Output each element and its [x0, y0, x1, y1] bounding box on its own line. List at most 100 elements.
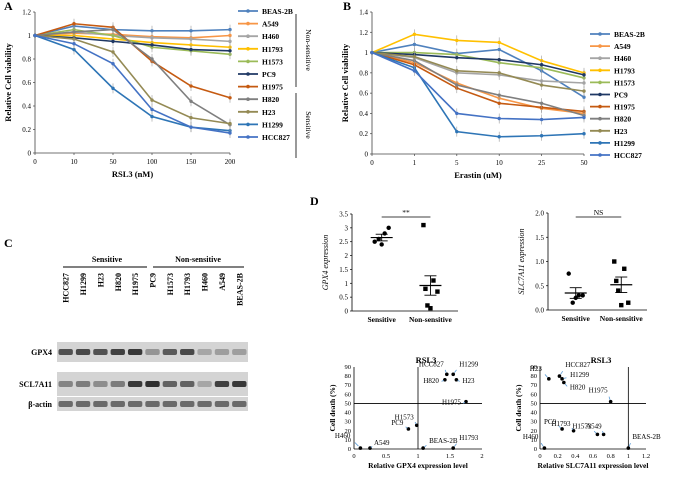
- y-tick-label: 0.6: [22, 79, 31, 87]
- data-point: [412, 42, 417, 47]
- series-line-beas-2b: [371, 43, 585, 98]
- x-tick-label: 150: [186, 158, 197, 166]
- data-point: [497, 57, 501, 62]
- data-point: [582, 89, 586, 93]
- point-label: H1975: [442, 399, 462, 407]
- series-line-h1573: [34, 28, 231, 56]
- legend-label: A549: [262, 20, 279, 29]
- panel-label-d: D: [310, 194, 319, 208]
- data-point: [150, 114, 154, 119]
- wb-band: [197, 401, 212, 407]
- legend-label: PC9: [262, 70, 276, 79]
- point-label: H23: [462, 377, 475, 385]
- data-point: [612, 259, 617, 264]
- significance-label: NS: [594, 208, 604, 217]
- wb-lane-label: H820: [114, 273, 123, 291]
- wb-band: [197, 349, 212, 355]
- data-point: [406, 427, 411, 431]
- y-axis-label: Cell death (%): [514, 384, 523, 432]
- legend-label: H1573: [614, 78, 635, 87]
- data-point: [616, 288, 621, 293]
- wb-group-sensitive: Sensitive: [92, 255, 123, 264]
- series-line-hcc827: [34, 34, 231, 134]
- data-point: [562, 380, 566, 385]
- y-tick-label: 50: [531, 400, 538, 407]
- data-point: [582, 81, 586, 85]
- data-point: [573, 295, 578, 301]
- y-tick-label: 0.2: [359, 130, 368, 138]
- y-tick-label: 30: [345, 419, 352, 426]
- group-label-nonsensitive: Non-sensitive: [304, 29, 313, 71]
- data-point: [228, 49, 232, 53]
- data-point: [539, 101, 544, 105]
- x-axis-label: RSL3 (nM): [112, 169, 153, 179]
- legend-marker: [246, 59, 250, 64]
- legend-marker: [246, 97, 250, 101]
- x-category-label: Non-sensitive: [409, 315, 453, 324]
- data-point: [412, 69, 417, 73]
- legend-marker: [598, 141, 602, 145]
- legend-label: PC9: [614, 91, 628, 100]
- y-tick-label: 0.8: [359, 69, 368, 77]
- y-tick-label: 0.4: [359, 110, 368, 118]
- x-axis-label: Erastin (uM): [454, 170, 502, 180]
- wb-band: [214, 381, 230, 387]
- data-point: [421, 222, 426, 228]
- legend-label: H460: [262, 32, 279, 41]
- legend-label: H1793: [262, 45, 283, 54]
- chart-title: RSL3: [591, 355, 612, 365]
- y-tick-label: 0: [365, 151, 369, 159]
- data-point: [455, 111, 459, 116]
- legend-label: BEAS-2B: [614, 30, 645, 39]
- y-tick-label: 1.0: [535, 258, 544, 266]
- legend-marker: [598, 44, 602, 48]
- x-tick-label: 0: [352, 453, 355, 460]
- y-tick-label: 1: [28, 32, 32, 40]
- data-point: [497, 40, 501, 45]
- data-point: [150, 43, 154, 47]
- wb-lane-label: A549: [218, 273, 227, 291]
- point-label: H460: [523, 433, 539, 441]
- legend-label: H460: [614, 54, 631, 63]
- series-line-h23: [34, 34, 231, 125]
- legend-label: H820: [614, 115, 631, 124]
- data-point: [576, 293, 581, 298]
- panel-label-a: A: [4, 0, 13, 13]
- data-point: [111, 33, 115, 38]
- legend-label: HCC827: [262, 133, 290, 142]
- x-tick-label: 1: [416, 453, 419, 460]
- data-point: [72, 22, 76, 26]
- wb-lane-label: PC9: [149, 273, 158, 288]
- y-tick-label: 0.5: [339, 294, 348, 302]
- wb-band: [93, 401, 108, 407]
- series-line-h1299: [371, 51, 585, 138]
- data-point: [497, 135, 501, 139]
- x-tick-label: 5: [455, 159, 459, 167]
- data-point: [580, 293, 585, 298]
- series-line-pc9: [34, 34, 231, 52]
- legend-marker: [246, 72, 250, 76]
- data-point: [451, 446, 456, 450]
- data-point: [497, 47, 501, 52]
- legend-marker: [246, 135, 250, 139]
- wb-band: [75, 401, 91, 407]
- wb-band: [110, 381, 125, 387]
- data-point: [560, 377, 564, 381]
- x-tick-label: 0: [538, 453, 541, 460]
- data-point: [358, 446, 363, 450]
- data-point: [497, 101, 501, 105]
- data-point: [189, 99, 193, 104]
- y-tick-label: 90: [345, 364, 352, 371]
- point-label: H1793: [459, 434, 479, 442]
- wb-group-nonsensitive: Non-sensitive: [175, 255, 221, 264]
- label-arrow: [444, 369, 447, 373]
- point-label: BEAS-2B: [429, 437, 458, 445]
- data-point: [497, 71, 501, 75]
- data-point: [428, 306, 433, 311]
- series-line-beas-2b: [34, 25, 231, 37]
- data-point: [455, 83, 459, 87]
- wb-band: [232, 401, 247, 407]
- significance-label: **: [402, 208, 410, 217]
- point-label: HCC827: [565, 361, 590, 369]
- data-point: [455, 69, 459, 73]
